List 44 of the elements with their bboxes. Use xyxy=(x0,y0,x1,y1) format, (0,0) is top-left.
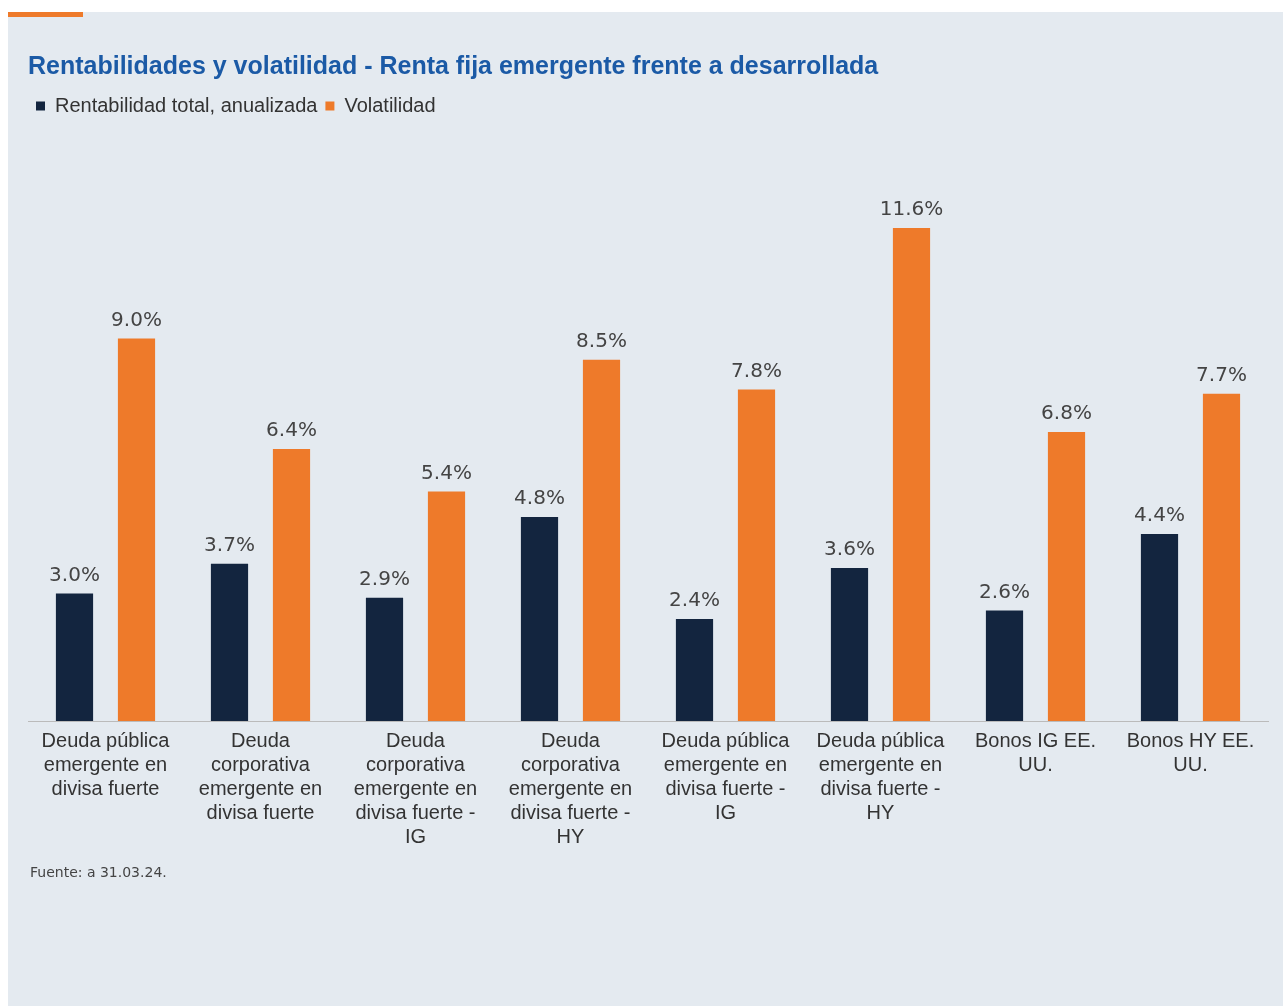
data-label: 8.5% xyxy=(576,327,627,352)
bar xyxy=(1140,534,1179,721)
bar xyxy=(892,228,931,721)
x-tick-label: Deuda corporativa emergente en divisa fuerte xyxy=(198,728,323,823)
x-tick-label: Deuda pública emergente en divisa fuerte - HY xyxy=(816,728,946,823)
bar xyxy=(55,593,94,721)
x-tick-label: Deuda corporativa emergente en divisa fuerte - HY xyxy=(508,728,633,847)
legend-label: Volatilidad xyxy=(344,93,436,116)
x-tick-label: Deuda pública emergente en divisa fuerte - IG xyxy=(661,728,791,823)
source-note: Fuente: a 31.03.24. xyxy=(30,863,168,882)
bar xyxy=(582,359,621,721)
data-label: 4.8% xyxy=(514,485,565,510)
data-label: 11.6% xyxy=(879,196,944,221)
bar xyxy=(1047,432,1086,721)
data-label: 2.4% xyxy=(669,587,720,612)
bar xyxy=(985,610,1024,721)
data-label: 2.9% xyxy=(359,565,410,590)
data-label: 2.6% xyxy=(979,578,1030,603)
bar xyxy=(1202,393,1241,721)
data-label: 6.4% xyxy=(266,417,317,442)
bar xyxy=(737,389,776,721)
chart-title: Rentabilidades y volatilidad - Renta fija emergente frente a desarrollada xyxy=(28,50,880,79)
bar xyxy=(272,449,311,721)
legend-label: Rentabilidad total, anualizada xyxy=(55,93,319,116)
x-tick-label: Deuda pública emergente en divisa fuerte xyxy=(41,728,171,799)
data-label: 7.8% xyxy=(731,357,782,382)
bar xyxy=(830,568,869,721)
bar xyxy=(675,619,714,721)
bar xyxy=(365,597,404,721)
x-tick-label: Deuda corporativa emergente en divisa fuerte - IG xyxy=(353,728,478,847)
data-label: 7.7% xyxy=(1196,361,1247,386)
x-tick-label: Bonos IG EE. UU. xyxy=(974,728,1097,775)
bar xyxy=(520,517,559,721)
data-label: 3.0% xyxy=(49,561,100,586)
data-label: 3.7% xyxy=(204,531,255,556)
data-label: 5.4% xyxy=(421,459,472,484)
bar xyxy=(117,338,156,721)
data-label: 3.6% xyxy=(824,536,875,561)
bar xyxy=(427,491,466,721)
data-label: 6.8% xyxy=(1041,400,1092,425)
data-label: 9.0% xyxy=(111,306,162,331)
data-label: 4.4% xyxy=(1134,502,1185,527)
x-tick-label: Bonos HY EE. UU. xyxy=(1126,728,1255,775)
bar xyxy=(210,563,249,721)
